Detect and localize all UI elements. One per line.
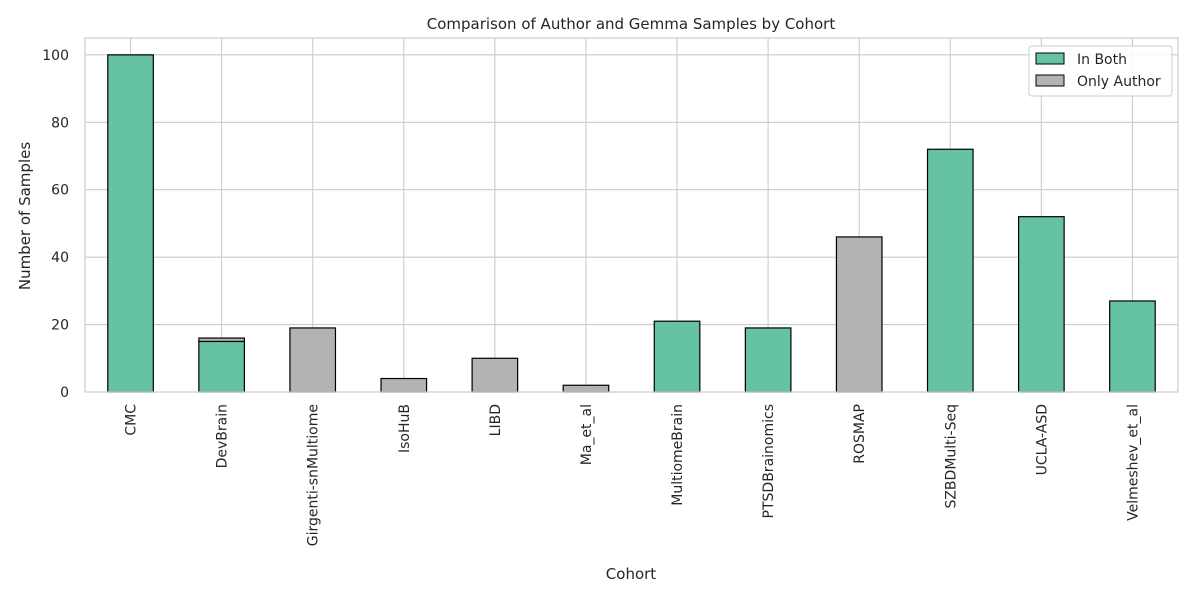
bar-in-both-cmc — [107, 54, 154, 393]
y-tick-labels: 0 20 40 60 80 100 — [42, 48, 69, 401]
bar-only-author-devbrain — [198, 337, 245, 343]
bar-in-both-ptsdbrainomics — [744, 327, 792, 393]
legend: In Both Only Author — [1028, 45, 1173, 97]
bar-in-both-szbdmulti-seq — [926, 148, 974, 393]
y-tick-label: 100 — [42, 48, 69, 64]
legend-swatch — [1035, 74, 1065, 87]
legend-box — [1028, 45, 1173, 97]
x-axis-title: Cohort — [606, 565, 657, 583]
x-tick-label: MultiomeBrain — [670, 404, 686, 506]
legend-label: Only Author — [1077, 74, 1161, 90]
x-tick-labels: CMC DevBrain Girgenti-snMultiome IsoHuB LIBD… — [124, 404, 1142, 546]
bar-in-both-ucla-asd — [1018, 216, 1065, 393]
y-axis-title: Number of Samples — [16, 142, 34, 290]
bars — [107, 54, 1156, 393]
bar-only-author-ma-et-al — [562, 384, 610, 393]
x-tick-label: UCLA-ASD — [1034, 404, 1050, 475]
chart-title: Comparison of Author and Gemma Samples b… — [427, 15, 836, 33]
y-tick-label: 20 — [51, 318, 69, 334]
x-tick-label: ROSMAP — [852, 404, 868, 464]
x-tick-label: CMC — [124, 404, 140, 436]
bar-only-author-girgenti-snmultiome — [289, 327, 337, 393]
x-tick-label: SZBDMulti-Seq — [943, 404, 959, 509]
x-tick-label: LIBD — [488, 404, 504, 436]
bar-in-both-multiomebrain — [653, 320, 701, 393]
legend-label: In Both — [1077, 52, 1127, 68]
bar-only-author-rosmap — [835, 236, 883, 393]
y-tick-label: 40 — [51, 250, 69, 266]
grid — [85, 38, 1178, 393]
x-tick-label: Velmeshev_et_al — [1125, 404, 1141, 521]
y-tick-label: 0 — [60, 385, 69, 401]
bar-only-author-libd — [471, 357, 519, 393]
bar-in-both-devbrain — [198, 340, 245, 393]
bar-only-author-isohub — [380, 377, 428, 393]
plot-frame — [84, 37, 1179, 393]
x-tick-label: IsoHuB — [397, 404, 413, 453]
x-tick-label: DevBrain — [215, 404, 231, 468]
y-tick-label: 80 — [51, 115, 69, 131]
legend-swatch — [1035, 52, 1065, 65]
x-tick-label: Girgenti-snMultiome — [306, 404, 322, 546]
bar-in-both-velmeshev-et-al — [1109, 300, 1156, 393]
x-tick-label: PTSDBrainomics — [761, 404, 777, 518]
y-tick-label: 60 — [51, 183, 69, 199]
axes — [84, 37, 1179, 393]
x-tick-label: Ma_et_al — [579, 404, 595, 465]
